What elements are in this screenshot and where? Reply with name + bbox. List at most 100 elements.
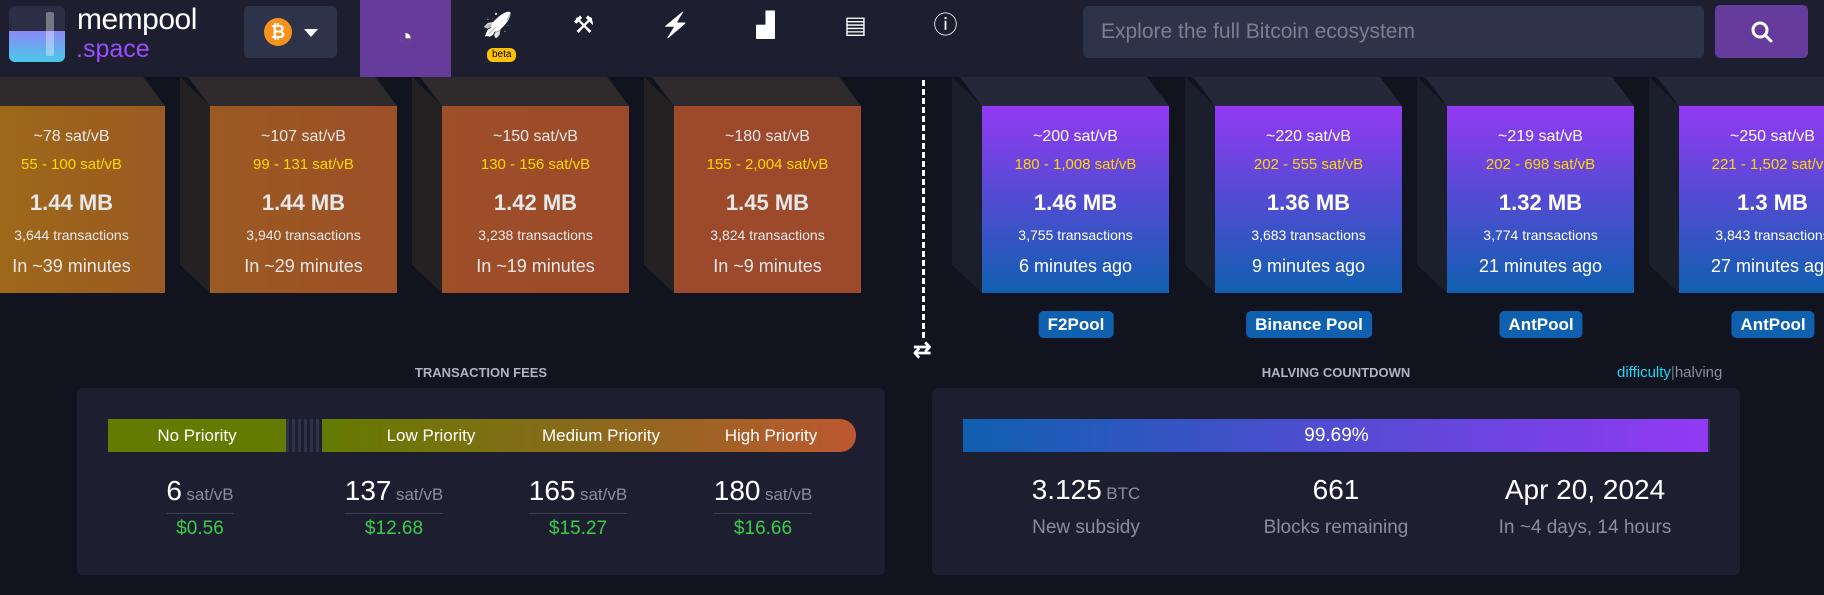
block-top-face bbox=[960, 77, 1169, 106]
halving-progress-fill bbox=[963, 419, 1708, 452]
fee-unit: sat/vB bbox=[186, 485, 234, 504]
fee-unit: sat/vB bbox=[395, 485, 444, 504]
fee-usd: $16.66 bbox=[733, 518, 793, 539]
block-side-face bbox=[1649, 77, 1679, 293]
block-front: ~220 sat/vB 202 - 555 sat/vB 1.36 MB 3,6… bbox=[1215, 106, 1402, 293]
nav-dashboard[interactable]: ◔ bbox=[360, 0, 451, 77]
swap-direction-icon[interactable]: ⇄ bbox=[913, 337, 932, 362]
nav-lightning[interactable]: ⚡ bbox=[630, 0, 721, 77]
block-tx-count: 3,644 transactions bbox=[14, 227, 129, 243]
stat-label: New subsidy bbox=[1032, 517, 1140, 538]
halving-progress-label: 99.69% bbox=[1304, 425, 1369, 446]
block-size: 1.3 MB bbox=[1737, 190, 1808, 215]
block-median-fee: ~250 sat/vB bbox=[1730, 128, 1815, 145]
nav-rocket[interactable]: 🚀 bbox=[452, 0, 543, 77]
block-front: ~107 sat/vB 99 - 131 sat/vB 1.44 MB 3,94… bbox=[210, 106, 397, 293]
toggle-halving[interactable]: halving bbox=[1674, 364, 1723, 381]
stat-label: In ~4 days, 14 hours bbox=[1498, 517, 1672, 538]
mined-block[interactable]: ~200 sat/vB 180 - 1,008 sat/vB 1.46 MB 3… bbox=[952, 77, 1169, 293]
block-side-face bbox=[644, 77, 674, 293]
block-top-face bbox=[420, 77, 629, 106]
mined-block[interactable]: ~219 sat/vB 202 - 698 sat/vB 1.32 MB 3,7… bbox=[1417, 77, 1634, 293]
block-size: 1.36 MB bbox=[1266, 190, 1351, 215]
block-front: ~180 sat/vB 155 - 2,004 sat/vB 1.45 MB 3… bbox=[674, 106, 861, 293]
fee-bar-gap bbox=[286, 419, 322, 452]
nav-chart[interactable]: ▟ bbox=[720, 0, 811, 77]
block-front: ~250 sat/vB 221 - 1,502 sat/vB 1.3 MB 3,… bbox=[1679, 106, 1824, 293]
block-time: 21 minutes ago bbox=[1478, 256, 1603, 276]
mempool-block[interactable]: ~180 sat/vB 155 - 2,004 sat/vB 1.45 MB 3… bbox=[644, 77, 861, 293]
block-front: ~150 sat/vB 130 - 156 sat/vB 1.42 MB 3,2… bbox=[442, 106, 629, 293]
mempool-block[interactable]: ~78 sat/vB 55 - 100 sat/vB 1.44 MB 3,644… bbox=[0, 77, 165, 293]
stat-value: 661 bbox=[1312, 474, 1360, 505]
fee-value: 6 bbox=[166, 475, 182, 506]
dashboard-icon: ◔ bbox=[398, 24, 413, 51]
nav-book[interactable]: ▤ bbox=[810, 0, 901, 77]
divider bbox=[344, 513, 444, 514]
block-top-face bbox=[1425, 77, 1634, 106]
top-navbar: mempool .space ₿ ◔ 🚀 ⚒ ⚡ ▟ ▤ ⓘ beta bbox=[0, 0, 1824, 77]
fee-estimate: 137 sat/vB $12.68 bbox=[344, 475, 444, 540]
block-side-face bbox=[412, 77, 442, 293]
mined-block[interactable]: ~250 sat/vB 221 - 1,502 sat/vB 1.3 MB 3,… bbox=[1649, 77, 1824, 293]
bitcoin-icon: ₿ bbox=[264, 18, 292, 46]
block-time: In ~9 minutes bbox=[713, 256, 822, 276]
search-button[interactable] bbox=[1715, 5, 1808, 58]
mempool-block[interactable]: ~107 sat/vB 99 - 131 sat/vB 1.44 MB 3,94… bbox=[180, 77, 397, 293]
logo-text[interactable]: mempool bbox=[77, 3, 197, 36]
stat-value: Apr 20, 2024 bbox=[1504, 474, 1666, 505]
nav-info[interactable]: ⓘ bbox=[900, 0, 991, 77]
search-input[interactable] bbox=[1083, 6, 1704, 58]
block-tx-count: 3,774 transactions bbox=[1483, 227, 1598, 243]
block-median-fee: ~220 sat/vB bbox=[1266, 128, 1351, 145]
mining-pool-badge[interactable]: AntPool bbox=[1731, 311, 1815, 338]
stat-unit: BTC bbox=[1106, 484, 1141, 503]
stat-label: Blocks remaining bbox=[1263, 517, 1409, 538]
fee-estimate: 180 sat/vB $16.66 bbox=[713, 475, 813, 540]
block-side-face bbox=[1417, 77, 1447, 293]
rocket-icon: 🚀 bbox=[482, 12, 513, 39]
transaction-fees-title: TRANSACTION FEES bbox=[414, 365, 548, 380]
block-front: ~78 sat/vB 55 - 100 sat/vB 1.44 MB 3,644… bbox=[0, 106, 165, 293]
mining-pool-badge[interactable]: F2Pool bbox=[1038, 311, 1114, 338]
block-size: 1.42 MB bbox=[493, 190, 578, 215]
fee-label-medium: Medium Priority bbox=[541, 426, 661, 445]
block-top-face bbox=[0, 77, 165, 106]
search-icon bbox=[1751, 21, 1772, 42]
mempool-logo-icon[interactable] bbox=[9, 6, 65, 62]
fee-estimate: 165 sat/vB $15.27 bbox=[528, 475, 628, 540]
block-side-face bbox=[180, 77, 210, 293]
fee-bar-priorities: Low Priority Medium Priority High Priori… bbox=[322, 419, 856, 452]
toggle-difficulty[interactable]: difficulty bbox=[1617, 364, 1671, 381]
block-top-face bbox=[1193, 77, 1402, 106]
block-time: 9 minutes ago bbox=[1251, 256, 1366, 276]
fee-unit: sat/vB bbox=[579, 485, 628, 504]
block-median-fee: ~200 sat/vB bbox=[1033, 128, 1118, 145]
stat-value: 3.125 bbox=[1031, 474, 1102, 505]
block-side-face bbox=[1185, 77, 1215, 293]
block-fee-range: 55 - 100 sat/vB bbox=[21, 156, 122, 173]
mined-block[interactable]: ~220 sat/vB 202 - 555 sat/vB 1.36 MB 3,6… bbox=[1185, 77, 1402, 293]
mempool-block[interactable]: ~150 sat/vB 130 - 156 sat/vB 1.42 MB 3,2… bbox=[412, 77, 629, 293]
info-icon: ⓘ bbox=[933, 12, 958, 39]
block-front: ~200 sat/vB 180 - 1,008 sat/vB 1.46 MB 3… bbox=[982, 106, 1169, 293]
block-side-face bbox=[952, 77, 982, 293]
fee-usd: $0.56 bbox=[176, 518, 224, 539]
block-fee-range: 130 - 156 sat/vB bbox=[480, 156, 591, 173]
mining-pool-badge[interactable]: Binance Pool bbox=[1246, 311, 1372, 338]
chart-icon: ▟ bbox=[756, 12, 775, 39]
logo-text-space[interactable]: .space bbox=[76, 35, 150, 63]
block-median-fee: ~150 sat/vB bbox=[493, 128, 578, 145]
network-selector[interactable]: ₿ bbox=[244, 6, 337, 58]
fee-value: 137 bbox=[344, 475, 392, 506]
nav-hammer[interactable]: ⚒ bbox=[538, 0, 629, 77]
mining-pool-badge[interactable]: AntPool bbox=[1499, 311, 1583, 338]
block-top-face bbox=[1657, 77, 1824, 106]
fee-estimate: 6 sat/vB $0.56 bbox=[166, 475, 234, 540]
lightning-icon: ⚡ bbox=[660, 12, 691, 39]
block-fee-range: 202 - 555 sat/vB bbox=[1253, 156, 1364, 173]
block-size: 1.44 MB bbox=[261, 190, 346, 215]
fee-label-low: Low Priority bbox=[386, 426, 476, 445]
block-median-fee: ~78 sat/vB bbox=[33, 128, 110, 145]
block-fee-range: 155 - 2,004 sat/vB bbox=[706, 156, 829, 173]
